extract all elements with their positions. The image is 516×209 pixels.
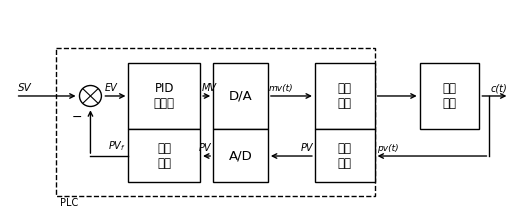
Bar — [213, 129, 268, 182]
Text: A/D: A/D — [229, 149, 252, 162]
Text: −: − — [71, 111, 82, 124]
Bar — [213, 63, 268, 129]
Bar — [315, 129, 375, 182]
Text: 测量
变送: 测量 变送 — [338, 141, 352, 169]
Text: EV: EV — [104, 83, 117, 93]
Text: PV: PV — [300, 143, 313, 153]
Bar — [420, 63, 479, 129]
Text: PLC: PLC — [59, 198, 78, 208]
Bar — [128, 63, 200, 129]
Text: 数字
滤波: 数字 滤波 — [157, 141, 171, 169]
Bar — [315, 63, 375, 129]
Text: D/A: D/A — [229, 89, 252, 102]
Text: 执行
机构: 执行 机构 — [338, 82, 352, 110]
Bar — [128, 129, 200, 182]
Text: PV: PV — [199, 143, 211, 153]
Text: PID
调节器: PID 调节器 — [154, 82, 175, 110]
Text: SV: SV — [18, 83, 31, 93]
Bar — [56, 48, 375, 196]
Text: mv(t): mv(t) — [269, 84, 294, 93]
Text: MV: MV — [202, 83, 217, 93]
Text: 被控
对象: 被控 对象 — [443, 82, 457, 110]
Text: pv(t): pv(t) — [377, 144, 398, 153]
Text: c(t): c(t) — [491, 83, 507, 93]
Text: PV$_f$: PV$_f$ — [108, 139, 126, 153]
